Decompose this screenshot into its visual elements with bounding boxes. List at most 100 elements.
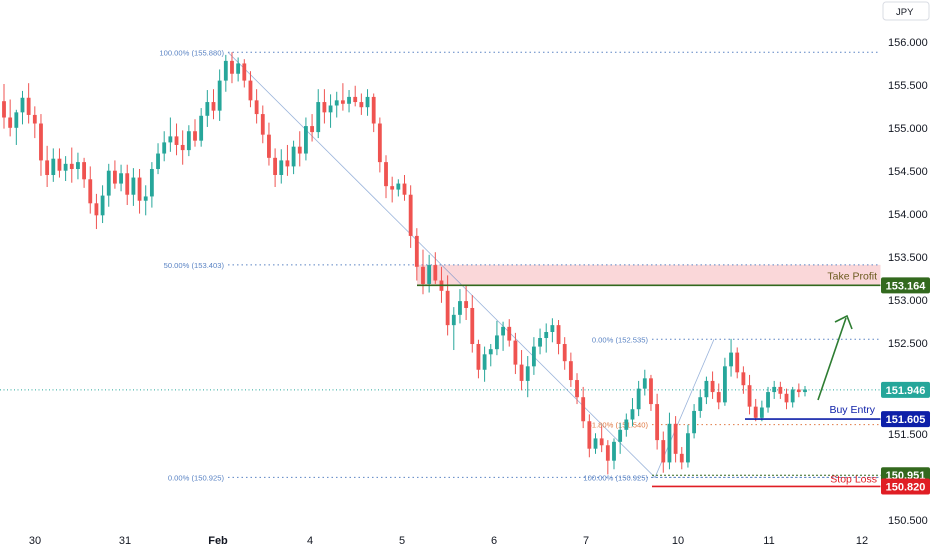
- candle-body: [495, 335, 499, 350]
- stop-loss-price-badge-text: 150.820: [886, 481, 926, 493]
- candle: [248, 71, 253, 108]
- candle-body: [291, 146, 296, 167]
- candle-body: [402, 183, 407, 195]
- candle-body: [784, 393, 789, 403]
- candle: [377, 117, 382, 173]
- candle-body: [772, 386, 777, 393]
- time-tick-label: 4: [307, 535, 313, 547]
- candle: [340, 83, 345, 111]
- candle: [100, 185, 105, 224]
- candle-body: [445, 290, 450, 326]
- candle: [390, 176, 395, 203]
- candle-body: [544, 332, 549, 339]
- candle: [414, 228, 419, 281]
- candle-body: [340, 100, 345, 104]
- fib-level-label: 61.80% (151.540): [588, 421, 649, 430]
- candle: [242, 59, 247, 88]
- candle: [174, 123, 179, 156]
- stop-loss-price-badge-bg: [881, 478, 930, 495]
- take-profit-price-badge-bg: [881, 277, 930, 294]
- candle-body: [458, 301, 462, 315]
- fib-level-label: 0.00% (150.925): [168, 473, 225, 482]
- time-tick-label: 11: [763, 535, 774, 547]
- candle: [421, 249, 425, 295]
- candle-body: [390, 186, 395, 190]
- candle: [365, 89, 370, 116]
- candle: [519, 350, 524, 391]
- trade-levels: Take Profit Buy Entry Stop Loss: [417, 270, 881, 488]
- candle: [507, 319, 512, 347]
- candle-body: [562, 344, 567, 362]
- candle: [125, 164, 130, 206]
- candle-body: [778, 386, 783, 394]
- time-tick-label: 7: [583, 535, 589, 547]
- candle-body: [698, 397, 703, 411]
- candle-body: [94, 203, 99, 216]
- candle-body: [735, 352, 740, 373]
- candle: [716, 383, 721, 410]
- candle: [476, 339, 481, 379]
- candle: [230, 52, 234, 84]
- candle: [205, 90, 210, 127]
- candle: [353, 85, 358, 107]
- candle-body: [556, 325, 561, 345]
- candle: [488, 344, 493, 367]
- candle: [304, 117, 308, 161]
- candle-body: [168, 136, 173, 143]
- candle-body: [334, 100, 339, 106]
- candle: [692, 404, 697, 439]
- candle: [260, 105, 265, 144]
- candle-body: [297, 146, 302, 154]
- take-profit-zone: [417, 264, 881, 286]
- candle-body: [667, 423, 672, 463]
- candle-body: [692, 410, 697, 434]
- candle: [236, 57, 241, 82]
- candle-body: [2, 101, 6, 118]
- candle-body: [51, 158, 56, 175]
- candles: [2, 52, 807, 475]
- time-tick-label: 30: [29, 535, 41, 547]
- time-axis: 30 31 Feb 4 5 6 7 10 11 12: [29, 535, 868, 547]
- candle: [531, 337, 536, 375]
- candle: [359, 93, 364, 115]
- candle-body: [605, 445, 610, 461]
- price-tick-label: 155.000: [888, 123, 928, 135]
- candle: [686, 424, 690, 468]
- candle-body: [162, 142, 167, 154]
- candle-body: [519, 364, 524, 381]
- price-tick-label: 152.500: [888, 338, 928, 350]
- candle: [575, 373, 579, 405]
- candle: [347, 90, 351, 113]
- candle-body: [236, 63, 241, 74]
- candle: [636, 380, 641, 417]
- candle-body: [550, 325, 555, 333]
- candle-body: [131, 177, 136, 195]
- candle-body: [618, 429, 623, 442]
- candle-body: [753, 406, 758, 418]
- candle-body: [421, 266, 425, 284]
- candle-body: [8, 117, 13, 128]
- candle-body: [704, 380, 709, 398]
- candle: [587, 414, 592, 458]
- candle: [568, 352, 573, 387]
- candle-body: [377, 123, 382, 163]
- candle-body: [729, 352, 733, 367]
- candle-body: [501, 326, 505, 336]
- candle: [112, 160, 117, 189]
- buy-entry-price-badge: 151.605: [881, 411, 930, 428]
- stop-loss-label: Stop Loss: [830, 473, 877, 485]
- currency-button[interactable]: JPY: [882, 1, 930, 21]
- candle: [482, 346, 487, 382]
- candle: [63, 156, 68, 181]
- candle: [193, 119, 197, 147]
- candle-body: [211, 102, 216, 111]
- price-tick-label: 155.500: [888, 80, 928, 92]
- candle-body: [304, 126, 308, 154]
- candle: [747, 374, 752, 415]
- candle-body: [254, 100, 259, 115]
- candle-body: [408, 194, 413, 236]
- candle-body: [112, 170, 117, 184]
- candle: [180, 130, 185, 165]
- candle: [624, 413, 629, 437]
